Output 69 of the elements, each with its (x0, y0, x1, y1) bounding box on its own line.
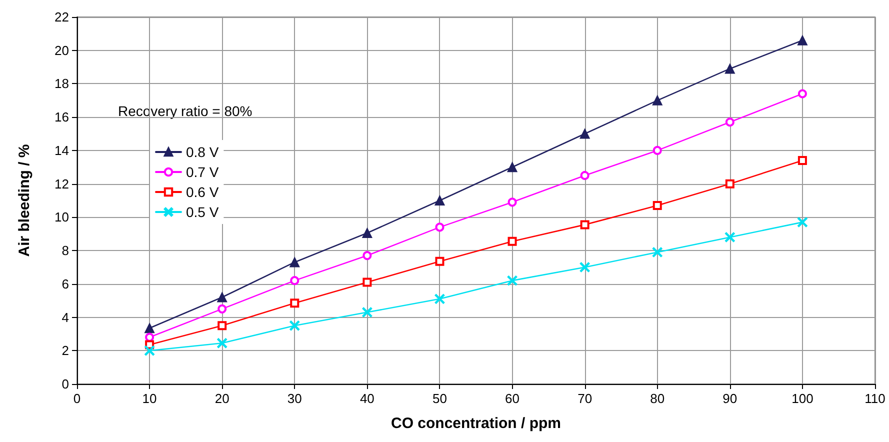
x-tick-label: 30 (287, 391, 302, 406)
point (434, 196, 445, 206)
y-tick-label: 4 (62, 310, 69, 325)
x-axis-title: CO concentration / ppm (390, 415, 562, 432)
point (144, 323, 155, 334)
y-tick-label: 0 (62, 376, 69, 392)
point (652, 95, 662, 106)
x-tick-label: 70 (578, 391, 592, 406)
y-tick-label: 18 (54, 76, 69, 92)
y-tick-label: 10 (54, 210, 69, 225)
point (580, 170, 590, 180)
point (725, 118, 734, 127)
point (435, 256, 444, 266)
x-tick-label: 0 (73, 391, 81, 406)
point (652, 201, 662, 210)
point (434, 294, 445, 304)
point (724, 64, 735, 74)
point (218, 321, 227, 330)
x-tick-label: 20 (214, 391, 230, 406)
point (580, 220, 590, 230)
point (580, 262, 590, 272)
point (362, 251, 372, 260)
legend-title: Recovery ratio = 80% (118, 103, 252, 119)
point (362, 228, 372, 238)
y-tick-label: 8 (62, 243, 69, 258)
y-tick-label: 16 (54, 110, 69, 125)
y-tick-label: 14 (54, 142, 69, 158)
x-tick-label: 110 (864, 391, 886, 406)
y-tick-label: 22 (54, 10, 69, 24)
point (290, 298, 300, 308)
y-tick-label: 20 (54, 42, 69, 58)
legend-label: 0.6 V (186, 184, 220, 200)
x-tick-label: 10 (142, 391, 157, 406)
y-tick-label: 12 (54, 176, 69, 192)
point (290, 320, 300, 331)
y-tick-label: 2 (62, 343, 69, 358)
point (652, 146, 662, 155)
point (217, 292, 228, 302)
y-axis-title: Air bleeding / % (16, 144, 33, 257)
x-tick-label: 90 (722, 391, 738, 406)
legend-label: 0.5 V (186, 204, 220, 220)
point (652, 247, 662, 258)
point (507, 162, 518, 172)
point (290, 276, 300, 286)
point (725, 179, 734, 188)
point (217, 338, 228, 348)
point (797, 35, 808, 46)
point (797, 217, 808, 228)
y-tick-label: 6 (62, 276, 69, 292)
point (362, 307, 372, 318)
legend-label: 0.8 V (186, 144, 220, 160)
x-tick-label: 100 (792, 391, 814, 406)
point (435, 222, 444, 232)
point (507, 276, 518, 286)
point (580, 128, 590, 139)
x-tick-label: 80 (650, 391, 665, 406)
point (144, 346, 155, 356)
x-tick-label: 50 (432, 391, 447, 406)
point (508, 236, 517, 246)
point (798, 156, 807, 165)
point (290, 257, 300, 268)
point (218, 304, 227, 314)
x-tick-label: 40 (360, 391, 374, 406)
legend-label: 0.7 V (186, 164, 220, 180)
point (508, 198, 517, 207)
point (798, 89, 807, 98)
point (724, 232, 735, 242)
point (362, 278, 372, 287)
x-tick-label: 60 (505, 391, 520, 406)
